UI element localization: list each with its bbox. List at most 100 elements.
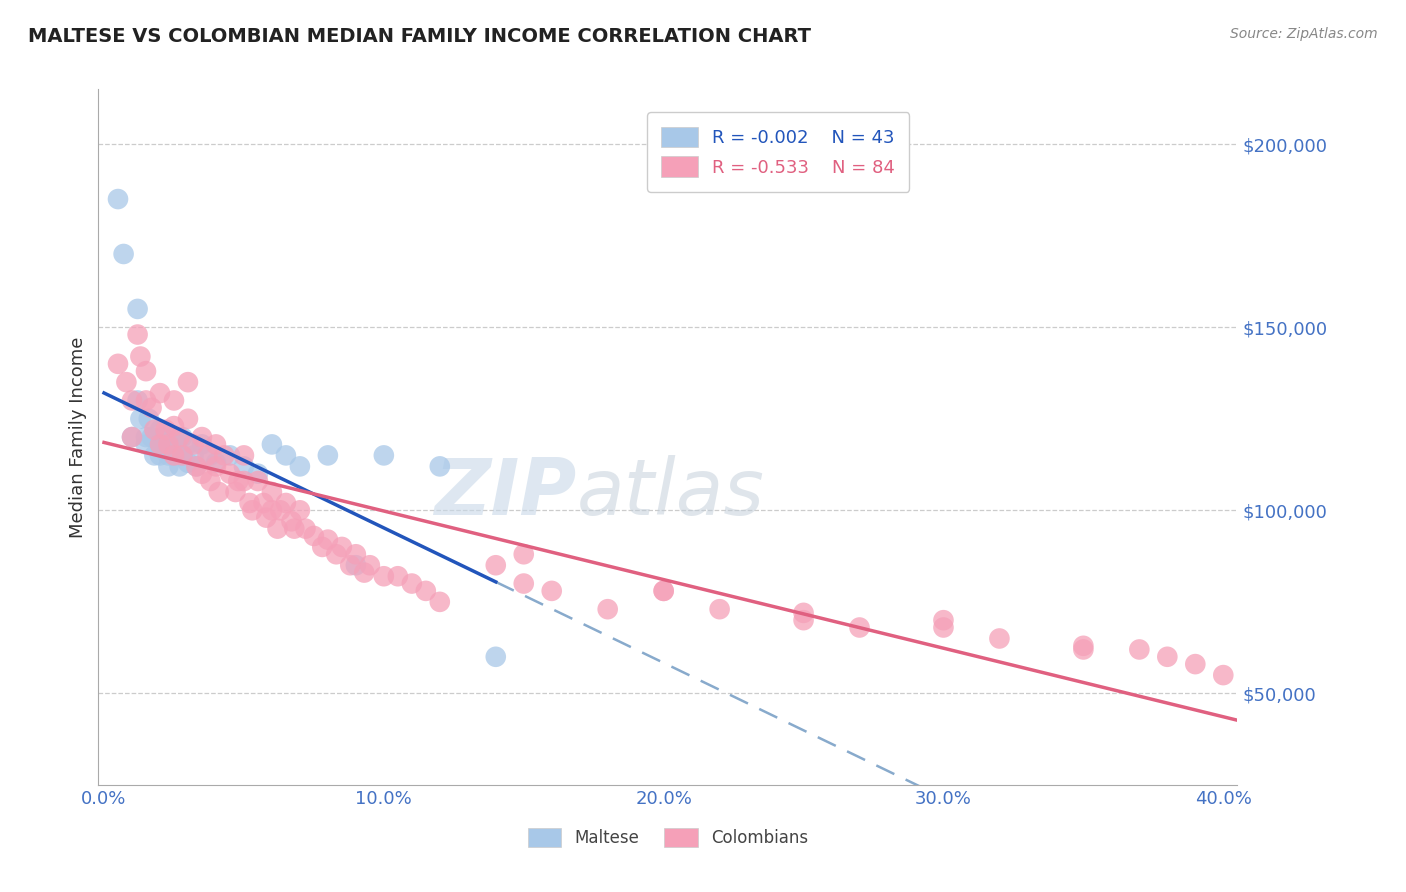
Point [107,192,129,206]
Point [172,449,194,463]
Point [200,474,222,488]
Point [163,430,186,444]
Text: atlas: atlas [576,455,765,531]
Point [112,247,135,261]
Point [540,583,562,598]
Text: MALTESE VS COLOMBIAN MEDIAN FAMILY INCOME CORRELATION CHART: MALTESE VS COLOMBIAN MEDIAN FAMILY INCOM… [28,27,811,45]
Point [246,474,269,488]
Point [988,632,1011,646]
Point [163,449,186,463]
Point [932,620,955,634]
Point [269,503,291,517]
Point [177,411,200,425]
Point [169,459,191,474]
Point [135,430,157,444]
Point [129,411,152,425]
Point [330,540,353,554]
Point [219,467,242,481]
Point [183,437,205,451]
Point [205,437,228,451]
Point [129,350,152,364]
Point [709,602,731,616]
Point [127,393,149,408]
Point [294,522,316,536]
Point [169,430,191,444]
Point [238,496,260,510]
Point [359,558,381,573]
Point [1128,642,1150,657]
Point [232,459,254,474]
Point [172,430,194,444]
Point [191,430,214,444]
Point [288,459,311,474]
Point [793,613,815,627]
Text: Source: ZipAtlas.com: Source: ZipAtlas.com [1230,27,1378,41]
Point [205,459,228,474]
Point [793,606,815,620]
Point [135,364,157,378]
Point [260,485,283,500]
Point [254,510,277,524]
Point [172,449,194,463]
Point [191,467,214,481]
Point [152,430,174,444]
Point [228,474,250,488]
Point [485,649,508,664]
Point [596,602,619,616]
Point [252,496,274,510]
Point [848,620,870,634]
Point [186,459,208,474]
Point [160,437,183,451]
Point [344,547,367,561]
Point [373,569,395,583]
Point [186,459,208,474]
Point [121,430,143,444]
Point [283,522,305,536]
Point [157,459,180,474]
Point [513,547,536,561]
Point [1156,649,1178,664]
Point [135,437,157,451]
Point [115,375,138,389]
Point [240,503,263,517]
Point [232,474,254,488]
Point [260,503,283,517]
Point [316,533,339,547]
Point [344,558,367,573]
Point [246,467,269,481]
Point [149,437,172,451]
Point [143,423,166,437]
Point [274,496,297,510]
Point [197,449,219,463]
Point [280,514,302,528]
Point [200,449,222,463]
Point [141,430,163,444]
Point [141,401,163,415]
Point [155,437,177,451]
Point [1212,668,1234,682]
Point [485,558,508,573]
Point [143,449,166,463]
Point [513,576,536,591]
Point [652,583,675,598]
Point [183,449,205,463]
Point [1184,657,1206,672]
Point [232,449,254,463]
Point [225,485,247,500]
Point [288,503,311,517]
Y-axis label: Median Family Income: Median Family Income [69,336,87,538]
Point [1073,639,1095,653]
Point [219,449,242,463]
Point [325,547,347,561]
Point [149,423,172,437]
Point [373,449,395,463]
Point [107,357,129,371]
Point [1073,642,1095,657]
Point [149,386,172,401]
Point [260,437,283,451]
Point [138,411,160,425]
Point [401,576,423,591]
Point [135,393,157,408]
Point [177,437,200,451]
Point [429,459,451,474]
